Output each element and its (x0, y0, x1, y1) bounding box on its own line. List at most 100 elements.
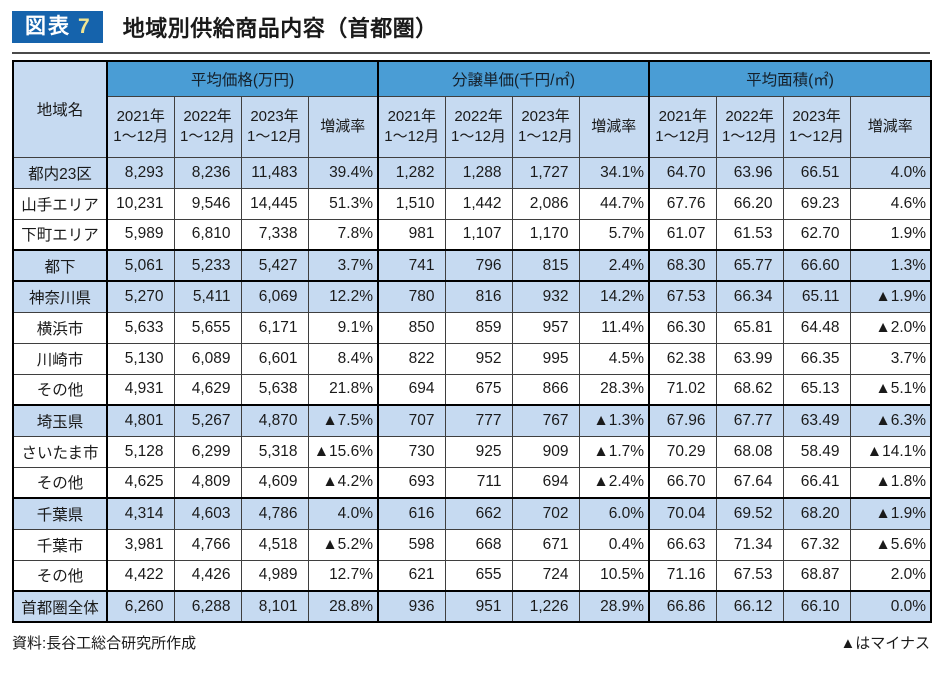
value-cell: 10.5% (578, 559, 650, 592)
value-cell: 1,727 (511, 156, 580, 189)
value-cell: 12.7% (307, 559, 379, 592)
value-cell: 925 (444, 435, 513, 468)
minus-legend-note: ▲はマイナス (840, 635, 930, 653)
value-cell: 9.1% (307, 311, 379, 344)
value-cell: 741 (377, 249, 446, 282)
table-row: その他 4,931 4,629 5,638 21.8% 694 675 866 28.3% 71… (12, 373, 932, 406)
value-cell: 662 (444, 497, 513, 530)
value-cell: 0.0% (849, 590, 932, 623)
col-header-unit-2021: 2021年 1～12月 (377, 95, 446, 158)
value-cell: 66.86 (648, 590, 717, 623)
value-cell: 796 (444, 249, 513, 282)
region-cell: その他 (12, 466, 108, 499)
value-cell: 5,638 (240, 373, 309, 406)
value-cell: 5,128 (106, 435, 175, 468)
region-cell: 川崎市 (12, 342, 108, 375)
value-cell: 4.0% (307, 497, 379, 530)
value-cell: 71.16 (648, 559, 717, 592)
value-cell: 694 (377, 373, 446, 406)
col-header-price-2023: 2023年 1～12月 (240, 95, 309, 158)
value-cell: 936 (377, 590, 446, 623)
region-cell: その他 (12, 373, 108, 406)
value-cell: 4.0% (849, 156, 932, 189)
value-cell: 66.35 (782, 342, 851, 375)
figure-header: 図表 7 地域別供給商品内容（首都圏） (12, 9, 930, 55)
region-cell: 下町エリア (12, 218, 108, 251)
value-cell: 68.20 (782, 497, 851, 530)
value-cell: 1.9% (849, 218, 932, 251)
value-cell: 5,267 (173, 404, 242, 437)
value-cell: 693 (377, 466, 446, 499)
value-cell: 981 (377, 218, 446, 251)
value-cell: 67.64 (715, 466, 784, 499)
value-cell: 850 (377, 311, 446, 344)
value-cell: ▲1.3% (578, 404, 650, 437)
value-cell: 4.5% (578, 342, 650, 375)
page: 図表 7 地域別供給商品内容（首都圏） 地域名 平均価格(万円) 分譲単価(千円/… (12, 9, 933, 653)
value-cell: 1,288 (444, 156, 513, 189)
value-cell: 6.0% (578, 497, 650, 530)
value-cell: 780 (377, 280, 446, 313)
value-cell: 63.99 (715, 342, 784, 375)
value-cell: ▲1.9% (849, 280, 932, 313)
value-cell: 68.62 (715, 373, 784, 406)
value-cell: 66.70 (648, 466, 717, 499)
value-cell: 4,609 (240, 466, 309, 499)
value-cell: 44.7% (578, 187, 650, 220)
value-cell: 11,483 (240, 156, 309, 189)
value-cell: 675 (444, 373, 513, 406)
value-cell: 711 (444, 466, 513, 499)
region-cell: 埼玉県 (12, 404, 108, 437)
value-cell: ▲1.8% (849, 466, 932, 499)
value-cell: 61.07 (648, 218, 717, 251)
table-row: 首都圏全体 6,260 6,288 8,101 28.8% 936 951 1,226 28.… (12, 590, 932, 623)
value-cell: 6,260 (106, 590, 175, 623)
group-header-row: 地域名 平均価格(万円) 分譲単価(千円/㎡) 平均面積(㎡) (12, 60, 932, 158)
value-cell: 8,236 (173, 156, 242, 189)
col-header-unit-2023: 2023年 1～12月 (511, 95, 580, 158)
value-cell: 68.87 (782, 559, 851, 592)
value-cell: 1,442 (444, 187, 513, 220)
value-cell: 951 (444, 590, 513, 623)
region-cell: さいたま市 (12, 435, 108, 468)
value-cell: 7,338 (240, 218, 309, 251)
value-cell: 10,231 (106, 187, 175, 220)
value-cell: 66.51 (782, 156, 851, 189)
col-header-price-rate: 増減率 (307, 95, 379, 158)
value-cell: 39.4% (307, 156, 379, 189)
region-cell: 神奈川県 (12, 280, 108, 313)
value-cell: 66.34 (715, 280, 784, 313)
col-header-area-2023: 2023年 1～12月 (782, 95, 851, 158)
value-cell: 1,282 (377, 156, 446, 189)
col-header-unit-rate: 増減率 (578, 95, 650, 158)
value-cell: 66.30 (648, 311, 717, 344)
value-cell: 5,233 (173, 249, 242, 282)
value-cell: 767 (511, 404, 580, 437)
value-cell: 66.41 (782, 466, 851, 499)
table-row: その他 4,422 4,426 4,989 12.7% 621 655 724 10.5% 71… (12, 559, 932, 592)
source-note: 資料:長谷工総合研究所作成 (12, 635, 197, 653)
value-cell: 65.81 (715, 311, 784, 344)
value-cell: 70.04 (648, 497, 717, 530)
value-cell: 707 (377, 404, 446, 437)
table-row: さいたま市 5,128 6,299 5,318 ▲15.6% 730 925 909 ▲1.7… (12, 435, 932, 468)
value-cell: 4,870 (240, 404, 309, 437)
value-cell: 65.11 (782, 280, 851, 313)
value-cell: 2.4% (578, 249, 650, 282)
value-cell: 5,318 (240, 435, 309, 468)
value-cell: 6,288 (173, 590, 242, 623)
value-cell: 62.38 (648, 342, 717, 375)
value-cell: 5,989 (106, 218, 175, 251)
value-cell: 3,981 (106, 528, 175, 561)
period-header-row: 2021年 1～12月 2022年 1～12月 2023年 1～12月 増減率 … (13, 95, 932, 158)
value-cell: 7.8% (307, 218, 379, 251)
col-header-price-2021: 2021年 1～12月 (106, 95, 175, 158)
value-cell: 822 (377, 342, 446, 375)
value-cell: 6,171 (240, 311, 309, 344)
value-cell: 668 (444, 528, 513, 561)
table-body: 都内23区 8,293 8,236 11,483 39.4% 1,282 1,288 1,7… (12, 156, 932, 623)
figure-footer: 資料:長谷工総合研究所作成 ▲はマイナス (12, 632, 930, 653)
value-cell: 71.34 (715, 528, 784, 561)
table-row: 埼玉県 4,801 5,267 4,870 ▲7.5% 707 777 767 ▲1.3% 67… (12, 404, 932, 437)
value-cell: 777 (444, 404, 513, 437)
